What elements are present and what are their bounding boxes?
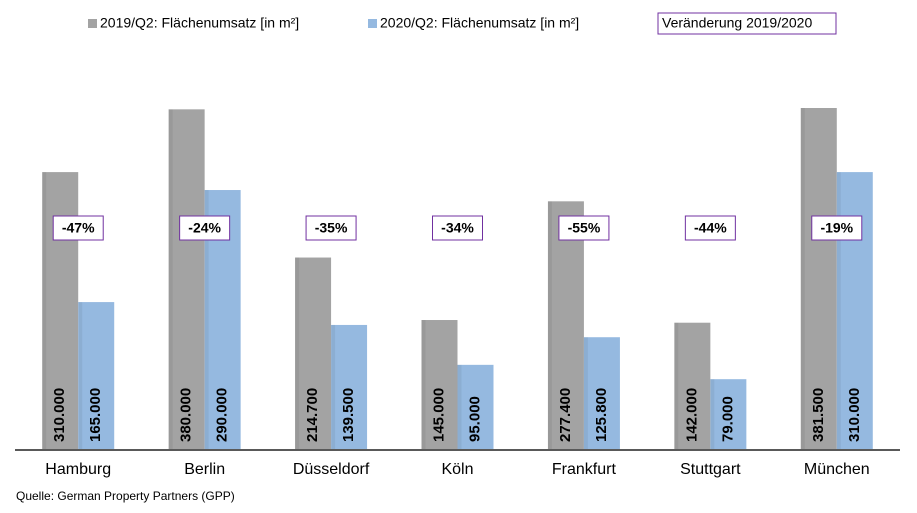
bar [710,379,747,450]
source: Quelle: German Property Partners (GPP) [16,489,235,503]
x-tick-label: Köln [441,461,473,478]
bar [295,257,332,450]
change-box [305,215,357,241]
value-label: 142.000 [683,388,700,442]
value-label: 310.000 [51,388,68,442]
x-tick-label: München [804,461,870,478]
bar [674,322,711,450]
change-box [52,215,104,241]
value-label: 145.000 [430,388,447,442]
legend-label: Veränderung 2019/2020 [662,15,812,31]
change-box [558,215,610,241]
bar-shade [78,302,83,450]
bar-shade [457,364,462,450]
change-box [432,215,483,241]
value-label: 310.000 [846,388,863,442]
bar [331,324,368,450]
change-box [179,215,231,241]
bar-shade [547,201,552,450]
bar [800,108,837,450]
change-label: -24% [188,220,221,236]
change-label: -44% [694,220,727,236]
bar-shade [800,108,805,450]
bar-shade [836,172,841,450]
value-label: 214.700 [304,388,321,442]
value-label: 380.000 [178,388,195,442]
bar [457,364,494,450]
bar-shade [295,257,300,450]
x-tick-label: Berlin [184,461,225,478]
bar [583,337,620,450]
x-tick-label: Düsseldorf [293,461,370,478]
value-label: 139.500 [340,388,357,442]
bar-shade [331,324,336,450]
x-tick-label: Frankfurt [552,461,617,478]
value-label: 95.000 [466,396,483,442]
bar-shade [204,190,209,450]
value-label: 381.500 [810,388,827,442]
change-label: -35% [315,220,348,236]
bar-shade [168,109,173,450]
x-tick-label: Hamburg [45,461,111,478]
change-box [811,215,863,241]
legend-swatch [88,19,97,28]
legend-label: 2020/Q2: Flächenumsatz [in m²] [380,15,579,31]
change-label: -47% [62,220,95,236]
bar-shade [710,379,715,450]
value-label: 165.000 [87,388,104,442]
bar-shade [421,320,426,450]
x-tick-label: Stuttgart [680,461,741,478]
bar-shade [674,322,679,450]
bar [168,109,205,450]
value-label: 277.400 [557,388,574,442]
bar [547,201,584,450]
bar [421,320,458,450]
change-label: -34% [441,220,474,236]
change-label: -19% [820,220,853,236]
legend-change-box [657,12,837,35]
legend-label: 2019/Q2: Flächenumsatz [in m²] [100,15,299,31]
value-label: 79.000 [719,396,736,442]
change-box [684,215,736,241]
change-label: -55% [568,220,601,236]
bar-shade [583,337,588,450]
legend-swatch [368,19,377,28]
bar-shade [42,172,47,450]
value-label: 125.800 [593,388,610,442]
value-label: 290.000 [214,388,231,442]
bar [78,302,115,450]
